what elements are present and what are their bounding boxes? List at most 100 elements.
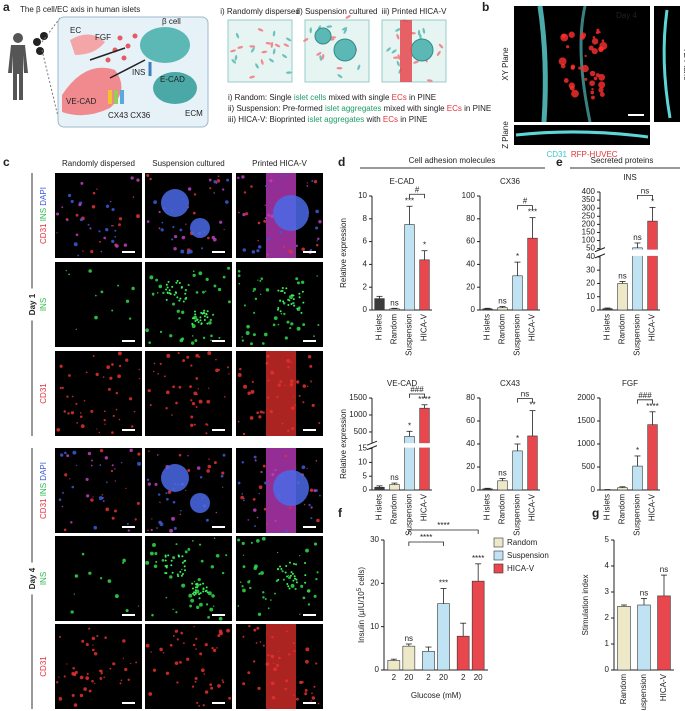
bracket [408,529,479,534]
signal [166,497,169,501]
signal [215,182,218,184]
signal [172,500,176,504]
y-tick-label: 10 [358,458,367,467]
legend-label: Random [507,538,538,547]
x-tick-label: Random [618,494,627,525]
signal [289,383,293,387]
signal [265,662,270,666]
ins-signal [203,312,206,315]
signal [277,383,281,387]
signal [257,245,262,249]
signal [122,558,126,563]
signal [100,250,103,253]
signal [309,248,313,252]
column-header: Printed HICA-V [252,159,307,168]
ins-signal [194,319,197,322]
signal [109,376,113,380]
bracket-label: **** [437,521,449,530]
signal [182,359,186,362]
x-tick-label: Random [618,314,627,345]
signal [104,423,106,425]
signal [300,584,304,588]
signal [272,662,275,664]
day-label: Day 4 [28,567,37,589]
signal [90,249,94,254]
signal [196,701,199,704]
signal [90,498,94,502]
signal [270,370,275,375]
signal [92,355,95,357]
bar [647,220,658,311]
signal [283,245,286,249]
junction [108,90,112,104]
ins-signal [184,292,187,295]
ins-signal [176,296,179,299]
signal [241,541,245,546]
signal [81,639,85,643]
cell-mark [337,74,343,79]
rfp-signal [571,89,579,98]
signal [301,681,304,684]
signal [179,660,182,664]
y-tick-label: 500 [582,462,596,471]
ins-signal [197,321,200,324]
ins-signal [298,296,301,299]
signal [313,489,317,493]
cell-mark [426,79,433,82]
signal [118,351,122,356]
signal [196,466,201,470]
description-part: ECs [392,93,407,102]
significance: * [423,241,426,250]
cell-mark [419,33,422,40]
bracket [517,205,533,210]
x-tick-label: Random [498,494,507,525]
aggregate [273,195,309,231]
ins-signal [181,572,184,575]
aggregate [161,189,189,217]
signal [181,568,183,571]
signal [145,643,150,648]
signal [147,529,149,532]
cell-mark [319,55,323,61]
y-tick-label: 2 [605,613,610,622]
bracket [637,399,653,404]
signal [251,380,254,383]
ins-signal [279,299,282,302]
signal [305,647,310,652]
signal [299,613,301,615]
human-body [8,45,28,100]
bar [512,450,523,491]
ins-signal [165,298,168,301]
signal [273,316,278,321]
bracket-label: ### [638,391,652,400]
signal [152,668,157,672]
signal [267,607,270,610]
signal [253,311,256,314]
signal [76,422,79,424]
y-tick-label: 80 [466,214,475,223]
signal [204,643,208,647]
signal [160,228,164,232]
ins-signal [285,287,288,290]
signal [301,247,305,252]
signal [130,425,134,428]
signal [306,467,308,469]
ins-signal [193,594,196,597]
bracket [409,193,425,199]
signal [145,560,150,565]
y-tick-label: 0 [375,665,380,674]
ins-signal [171,571,174,574]
signal [274,519,277,522]
bar [617,283,628,311]
schematic-label: E-CAD [160,75,185,84]
ins-signal [292,579,295,582]
signal [263,507,267,511]
signal [226,178,230,182]
rfp-signal [578,66,582,70]
signal [181,235,186,240]
ins-signal [206,591,209,594]
signal [289,327,292,330]
bracket-label: ns [641,186,649,195]
signal [195,377,199,380]
ins-signal [202,582,205,585]
